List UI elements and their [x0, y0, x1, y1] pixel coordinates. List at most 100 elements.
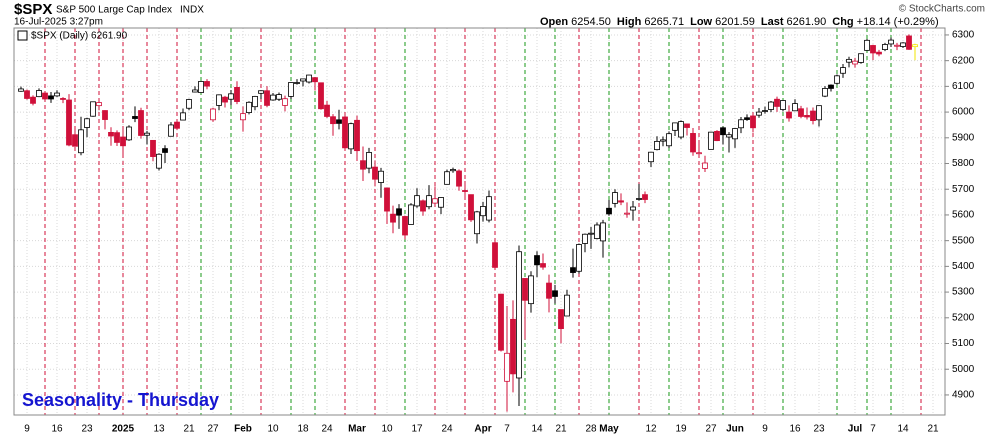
candle-body: [36, 90, 42, 98]
candle-body: [846, 58, 852, 63]
candle-body: [606, 207, 612, 215]
x-tick-label: 24: [321, 424, 333, 435]
candle-body: [66, 99, 72, 146]
legend: $SPX (Daily) 6261.90: [31, 31, 128, 42]
candle-body: [900, 42, 906, 47]
candle-body: [792, 103, 798, 112]
candle-body: [354, 119, 360, 152]
candle-body: [534, 255, 540, 266]
x-tick-label: 13: [153, 424, 165, 435]
candle-body: [246, 101, 252, 113]
candle-body: [312, 77, 318, 83]
y-tick-label: 5900: [952, 132, 975, 143]
candle-body: [114, 132, 120, 143]
candle-body: [810, 110, 816, 121]
candle-body: [552, 290, 558, 297]
candle-body: [564, 294, 570, 317]
x-tick-label: 27: [207, 424, 219, 435]
candle-body: [654, 140, 660, 151]
candle-body: [816, 105, 822, 121]
x-tick-label: 7: [870, 424, 876, 435]
x-tick-label: 16: [789, 424, 801, 435]
candle-body: [348, 123, 354, 150]
candle-body: [384, 187, 390, 212]
y-tick-label: 6100: [952, 81, 975, 92]
x-tick-label: 10: [381, 424, 393, 435]
quote-value: 6254.50: [571, 16, 611, 28]
candle-body: [624, 212, 630, 215]
x-tick-label: 9: [24, 424, 30, 435]
candle-body: [264, 90, 270, 106]
x-tick-label: Jul: [848, 424, 863, 435]
candle-body: [420, 200, 426, 212]
candle-body: [294, 82, 300, 84]
candle-body: [648, 151, 654, 163]
candle-body: [132, 116, 138, 119]
candle-body: [756, 111, 762, 116]
candle-body: [696, 152, 702, 155]
exchange: INDX: [180, 5, 204, 16]
candle-body: [180, 112, 186, 121]
candle-body: [18, 88, 24, 92]
candle-body: [120, 136, 126, 147]
credit: © StockCharts.com: [899, 4, 985, 15]
candle-body: [630, 206, 636, 211]
candle-body: [864, 39, 870, 51]
candle-body: [540, 263, 546, 268]
candle-body: [498, 293, 504, 351]
candle-body: [588, 232, 594, 235]
candle-body: [300, 78, 306, 82]
candle-body: [108, 131, 114, 137]
candle-body: [912, 44, 918, 48]
candle-body: [438, 197, 444, 208]
x-tick-label: 14: [897, 424, 909, 435]
plot-area: [14, 28, 945, 415]
candle-body: [882, 44, 888, 50]
candle-body: [84, 118, 90, 128]
quote-value: +18.14 (+0.29%): [857, 16, 939, 28]
x-tick-label: 28: [585, 424, 597, 435]
candle-body: [894, 44, 900, 47]
candle-body: [576, 244, 582, 272]
candle-body: [402, 216, 408, 236]
x-tick-label: 21: [555, 424, 567, 435]
quote-value: 6261.90: [787, 16, 827, 28]
legend-icon: [17, 30, 28, 41]
candle-body: [216, 94, 222, 106]
candle-body: [96, 102, 102, 107]
candle-body: [42, 92, 48, 100]
y-tick-label: 6000: [952, 107, 975, 118]
candle-body: [828, 84, 834, 89]
candle-body: [54, 92, 60, 97]
candle-body: [486, 196, 492, 221]
candle-body: [612, 192, 618, 204]
candle-body: [822, 88, 828, 97]
candle-body: [48, 95, 54, 100]
y-tick-label: 5200: [952, 312, 975, 323]
x-tick-label: 7: [504, 424, 510, 435]
x-tick-label: 23: [813, 424, 825, 435]
y-tick-label: 6200: [952, 55, 975, 66]
candle-body: [708, 131, 714, 150]
candle-body: [510, 318, 516, 375]
y-tick-label: 5100: [952, 338, 975, 349]
index-name: S&P 500 Large Cap Index: [56, 5, 172, 16]
x-tick-label: Mar: [348, 424, 366, 435]
candle-body: [504, 352, 510, 382]
candle-body: [840, 67, 846, 74]
candle-body: [558, 309, 564, 330]
candle-body: [432, 198, 438, 204]
symbol: $SPX: [14, 1, 52, 18]
candle-body: [570, 267, 576, 273]
candle-body: [594, 224, 600, 240]
x-tick-label: May: [599, 424, 619, 435]
candle-body: [126, 126, 132, 141]
y-tick-label: 5000: [952, 364, 975, 375]
candle-body: [858, 53, 864, 63]
x-tick-label: 14: [531, 424, 543, 435]
quote: Open 6254.50 High 6265.71 Low 6201.59 Last 6261…: [540, 16, 939, 28]
x-tick-label: Jun: [726, 424, 744, 435]
candle-body: [492, 242, 498, 268]
candle-body: [888, 39, 894, 45]
x-tick-label: 12: [645, 424, 657, 435]
